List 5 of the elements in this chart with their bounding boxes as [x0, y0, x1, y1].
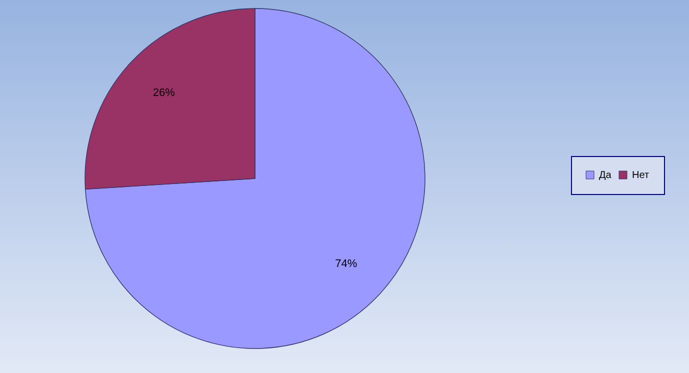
- data-label: 74%: [335, 258, 358, 270]
- legend-label: Нет: [632, 170, 650, 181]
- data-label: 26%: [152, 86, 176, 99]
- pie-slice: [84, 8, 426, 349]
- legend-label: Да: [599, 170, 612, 181]
